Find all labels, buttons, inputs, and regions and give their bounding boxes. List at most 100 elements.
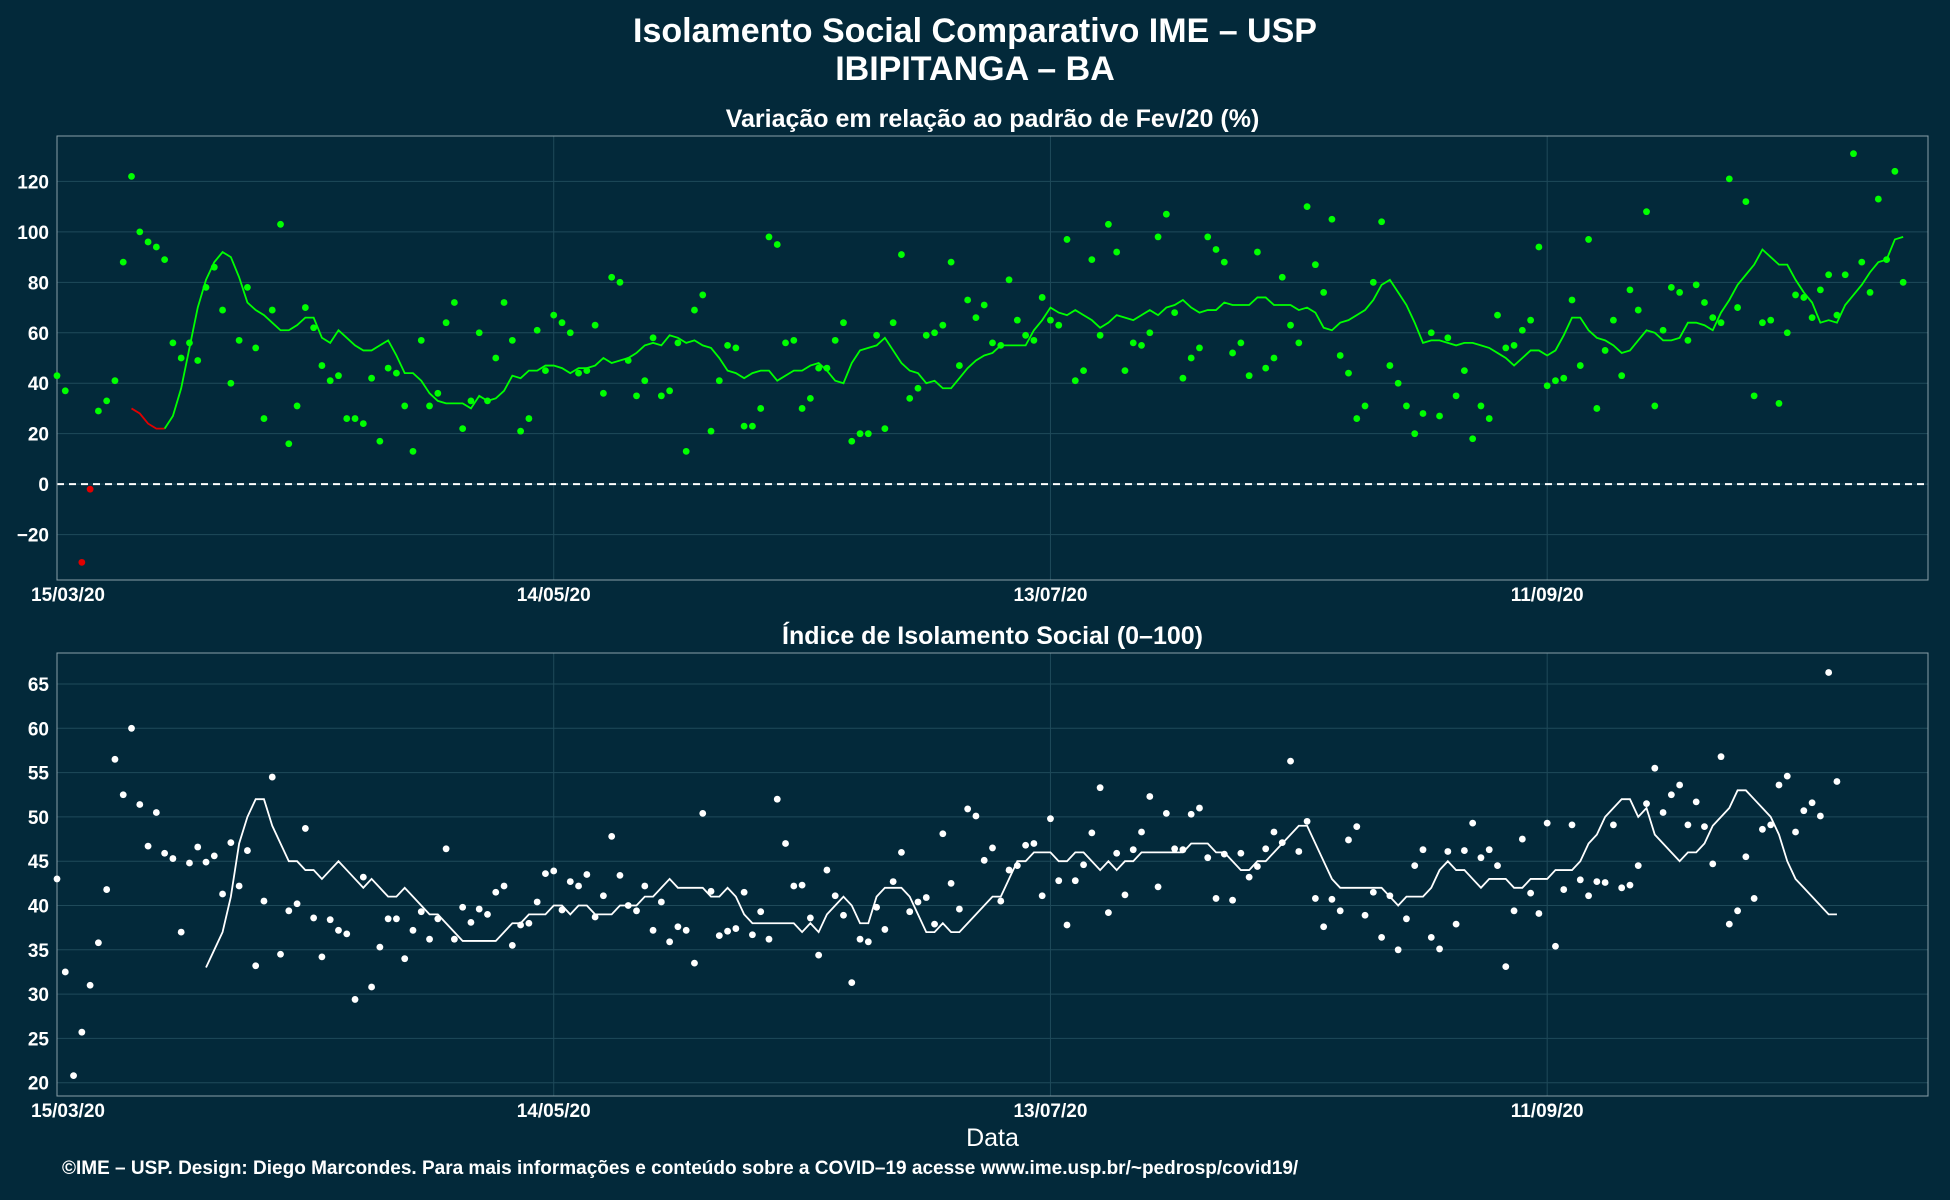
index-x-tick-label: 14/05/20 (517, 1101, 591, 1122)
variation-data-point (1659, 326, 1667, 334)
variation-data-point (1502, 344, 1510, 352)
variation-data-point (475, 329, 483, 337)
index-data-point (500, 882, 508, 890)
variation-data-point (1709, 314, 1717, 322)
index-data-point (508, 941, 516, 949)
variation-data-point (119, 258, 127, 266)
variation-data-point (1767, 316, 1775, 324)
variation-data-point (1369, 278, 1377, 286)
variation-data-point (575, 369, 582, 377)
index-data-point (914, 898, 922, 906)
index-y-tick-label: 35 (28, 941, 50, 962)
variation-data-point (194, 357, 202, 364)
index-data-point (1154, 883, 1162, 891)
index-data-point (351, 996, 359, 1003)
index-data-point (1593, 878, 1601, 885)
variation-data-point (1022, 331, 1030, 339)
index-data-point (1196, 804, 1203, 812)
variation-data-point (1825, 271, 1833, 279)
variation-data-point (1005, 276, 1013, 284)
variation-data-point (53, 372, 61, 380)
variation-data-point (583, 367, 591, 375)
index-data-point (1626, 881, 1634, 889)
index-data-point (1560, 886, 1568, 893)
index-data-point (1775, 781, 1783, 789)
index-data-point (1369, 888, 1377, 896)
variation-data-point (343, 415, 351, 422)
variation-data-point (351, 415, 359, 422)
index-data-point (310, 914, 318, 922)
index-data-point (947, 879, 955, 887)
variation-data-point (1626, 286, 1634, 294)
index-data-point (401, 955, 409, 963)
index-data-point (1502, 963, 1510, 971)
index-data-point (1816, 812, 1824, 820)
variation-data-point (1121, 367, 1129, 375)
index-data-point (1055, 877, 1063, 885)
index-data-point (922, 894, 930, 901)
variation-data-point (666, 387, 674, 395)
index-data-point (1634, 862, 1642, 870)
index-data-point (53, 875, 61, 883)
index-data-point (442, 845, 450, 853)
index-data-point (1436, 945, 1443, 953)
variation-data-point (980, 301, 988, 309)
index-data-point (1460, 847, 1468, 854)
variation-data-point (566, 329, 574, 337)
index-data-point (1071, 877, 1079, 885)
variation-data-point (558, 319, 566, 327)
index-data-point (70, 1072, 77, 1080)
variation-data-point (260, 415, 268, 422)
index-data-point (103, 886, 111, 893)
index-data-point (1013, 862, 1021, 870)
index-data-point (806, 914, 814, 922)
variation-data-point (790, 336, 798, 344)
index-data-point (285, 907, 293, 915)
variation-data-point (657, 392, 665, 400)
variation-data-point (972, 314, 980, 322)
index-data-point (848, 979, 856, 986)
index-data-point (566, 878, 574, 885)
index-data-point (119, 791, 127, 799)
variation-data-point (268, 306, 276, 314)
variation-data-point (873, 331, 880, 339)
variation-y-tick-label: 100 (17, 223, 49, 244)
variation-data-point (1510, 341, 1518, 349)
index-data-point (1245, 873, 1253, 881)
index-data-point (1825, 669, 1833, 676)
variation-data-point (881, 425, 889, 433)
variation-data-point (1485, 415, 1493, 422)
index-data-point (1535, 910, 1543, 917)
index-data-point (1684, 821, 1692, 829)
variation-data-point (815, 364, 823, 372)
variation-data-point (889, 319, 897, 327)
index-data-point (1742, 853, 1750, 861)
variation-data-point (1245, 372, 1253, 380)
variation-x-tick-label: 14/05/20 (517, 585, 591, 606)
index-data-point (277, 950, 284, 958)
index-data-point (1403, 915, 1410, 923)
variation-data-point (1220, 258, 1228, 266)
variation-data-point (1096, 331, 1104, 339)
variation-data-point (1585, 236, 1592, 243)
index-data-point (1477, 854, 1485, 862)
index-data-point (831, 892, 839, 900)
variation-data-point (186, 339, 193, 347)
index-data-point (1047, 815, 1054, 823)
index-data-point (1270, 828, 1278, 836)
variation-data-point (1518, 326, 1526, 334)
index-data-point (1759, 825, 1766, 833)
index-data-point (856, 935, 864, 943)
variation-data-point (1038, 294, 1046, 301)
index-data-point (1336, 907, 1344, 915)
variation-data-point (1651, 402, 1659, 410)
variation-data-point (1113, 248, 1121, 256)
index-data-point (293, 900, 301, 908)
variation-data-point (310, 324, 318, 332)
variation-data-point (359, 420, 367, 427)
index-data-point (1262, 845, 1270, 853)
index-data-point (1038, 892, 1046, 900)
variation-data-point (740, 422, 748, 430)
index-data-point (1096, 784, 1104, 792)
